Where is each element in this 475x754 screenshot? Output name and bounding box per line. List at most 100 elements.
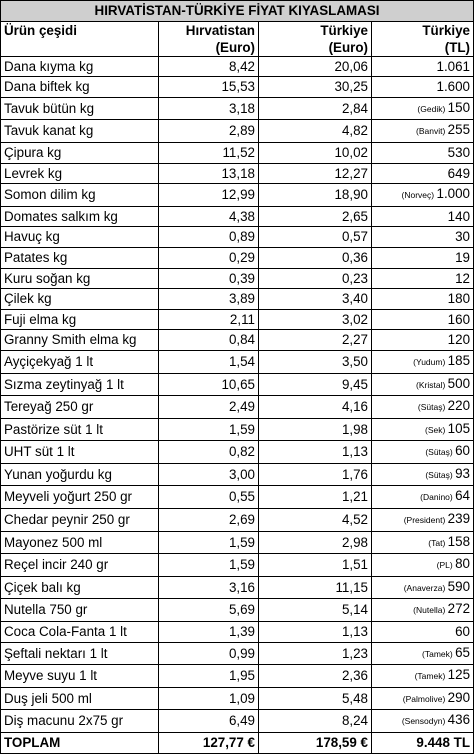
turkey-eur-price: 9,45 xyxy=(258,372,372,397)
brand-note: (Tamek) xyxy=(414,671,448,682)
table-row: Şeftali nektarı 1 lt 0,99 1,23 (Tamek) 65 xyxy=(0,641,475,666)
turkey-tl-price: (Norveç) 1.000 xyxy=(370,183,475,207)
tl-value: 530 xyxy=(447,144,471,160)
brand-name: Anaverza xyxy=(406,582,443,593)
table-row: Diş macunu 2x75 gr 6,49 8,24 (Sensodyn) 436 xyxy=(0,709,475,733)
tl-value: 239 xyxy=(447,511,471,527)
product-name: Yunan yoğurdu kg xyxy=(0,462,159,487)
turkey-tl-price: (Palmolive) 290 xyxy=(370,686,475,711)
turkey-eur-price: 1,21 xyxy=(258,485,372,510)
product-name: Levrek kg xyxy=(0,162,159,185)
table-row: Ayçiçekyağ 1 lt 1,54 3,50 (Yudum) 185 xyxy=(0,349,475,374)
turkey-eur-price: 2,27 xyxy=(258,329,372,351)
turkey-eur-price: 3,02 xyxy=(258,308,372,331)
turkey-tl-price: (Gedik) 150 xyxy=(370,96,475,121)
turkey-eur-price: 2,98 xyxy=(258,530,372,555)
table-row: Kuru soğan kg 0,39 0,23 12 xyxy=(0,267,475,290)
croatia-price: 1,54 xyxy=(158,349,259,374)
croatia-price: 2,49 xyxy=(158,395,259,419)
header-row-1: Ürün çeşidi Hırvatistan Türkiye Türkiye xyxy=(0,20,475,39)
tl-value: 590 xyxy=(447,578,471,594)
turkey-tl-price: (Anaverza) 590 xyxy=(370,575,475,600)
brand-note: (Sek) xyxy=(424,424,448,435)
turkey-tl-price: 530 xyxy=(370,141,475,164)
tl-value: 649 xyxy=(447,165,471,181)
turkey-tl-price: 180 xyxy=(370,288,475,310)
product-name: Nutella 750 gr xyxy=(0,598,159,623)
turkey-tl-price: 19 xyxy=(370,246,475,269)
croatia-price: 0,55 xyxy=(158,485,259,510)
product-name: Dana biftek kg xyxy=(0,76,159,98)
turkey-eur-price: 4,52 xyxy=(258,508,372,532)
tl-value: 93 xyxy=(455,465,471,481)
table-title: HIRVATİSTAN-TÜRKİYE FİYAT KIYASLAMASI xyxy=(0,0,475,22)
turkey-eur-price: 8,24 xyxy=(258,709,372,733)
tl-value: 185 xyxy=(447,352,471,368)
brand-note: (Tamek) xyxy=(422,648,456,659)
product-name: UHT süt 1 lt xyxy=(0,440,159,464)
tl-value: 105 xyxy=(447,420,471,436)
tl-value: 60 xyxy=(455,443,471,459)
turkey-tl-price: 1.061 xyxy=(370,55,475,78)
total-label: TOPLAM xyxy=(0,732,159,754)
product-name: Tavuk kanat kg xyxy=(0,119,159,143)
turkey-tl-price: (Yudum) 185 xyxy=(370,349,475,374)
brand-name: Yudum xyxy=(416,356,443,367)
product-name: Reçel incir 240 gr xyxy=(0,553,159,577)
tl-value: 160 xyxy=(447,311,471,327)
tl-value: 1.061 xyxy=(436,58,471,74)
product-name: Mayonez 500 ml xyxy=(0,530,159,555)
brand-note: (Yudum) xyxy=(413,356,448,367)
turkey-eur-price: 20,06 xyxy=(258,55,372,78)
brand-name: Sek xyxy=(427,424,443,435)
turkey-tl-price: (Nutella) 272 xyxy=(370,598,475,623)
turkey-eur-price: 2,36 xyxy=(258,664,372,688)
brand-note: (Sütaş) xyxy=(425,469,456,480)
turkey-tl-price: (Kristal) 500 xyxy=(370,372,475,397)
table-row: Reçel incir 240 gr 1,59 1,51 (PL) 80 xyxy=(0,553,475,577)
turkey-eur-price: 0,36 xyxy=(258,246,372,269)
table-body: Dana kıyma kg 8,42 20,06 1.061 Dana biftek k… xyxy=(0,55,475,733)
turkey-eur-price: 1,98 xyxy=(258,417,372,442)
product-name: Patates kg xyxy=(0,246,159,269)
croatia-price: 2,11 xyxy=(158,308,259,331)
turkey-eur-price: 5,48 xyxy=(258,686,372,711)
table-row: Duş jeli 500 ml 1,09 5,48 (Palmolive) 290 xyxy=(0,686,475,711)
brand-name: Nutella xyxy=(416,605,443,616)
tl-value: 180 xyxy=(447,291,471,307)
table-row: Chedar peynir 250 gr 2,69 4,52 (President) … xyxy=(0,508,475,532)
tl-value: 140 xyxy=(447,208,471,224)
product-name: Şeftali nektarı 1 lt xyxy=(0,641,159,666)
croatia-price: 8,42 xyxy=(158,55,259,78)
brand-name: President xyxy=(406,515,443,526)
croatia-price: 0,99 xyxy=(158,641,259,666)
turkey-eur-price: 1,13 xyxy=(258,621,372,643)
turkey-tl-price: 12 xyxy=(370,267,475,290)
croatia-price: 3,00 xyxy=(158,462,259,487)
turkey-tl-price: 60 xyxy=(370,621,475,643)
total-turkey-tl: 9.448 TL xyxy=(370,732,475,754)
table-row: Nutella 750 gr 5,69 5,14 (Nutella) 272 xyxy=(0,598,475,623)
product-name: Çiçek balı kg xyxy=(0,575,159,600)
brand-note: (Tat) xyxy=(428,537,448,548)
product-name: Chedar peynir 250 gr xyxy=(0,508,159,532)
total-turkey-eur: 178,59 € xyxy=(258,732,372,754)
brand-name: Norveç xyxy=(404,190,432,201)
table-row: Tavuk bütün kg 3,18 2,84 (Gedik) 150 xyxy=(0,96,475,121)
brand-note: (PL) xyxy=(436,560,456,571)
tl-value: 12 xyxy=(455,270,471,286)
brand-name: Sensodyn xyxy=(404,716,443,727)
brand-note: (Sütaş) xyxy=(425,447,456,458)
product-name: Coca Cola-Fanta 1 lt xyxy=(0,621,159,643)
product-name: Tereyağ 250 gr xyxy=(0,395,159,419)
turkey-eur-price: 1,76 xyxy=(258,462,372,487)
turkey-tl-price: (Banvit) 255 xyxy=(370,119,475,143)
brand-name: Danino xyxy=(422,492,450,503)
product-name: Çipura kg xyxy=(0,141,159,164)
croatia-price: 12,99 xyxy=(158,183,259,207)
croatia-price: 1,39 xyxy=(158,621,259,643)
brand-name: Tamek xyxy=(417,671,443,682)
croatia-price: 3,16 xyxy=(158,575,259,600)
croatia-price: 0,29 xyxy=(158,246,259,269)
